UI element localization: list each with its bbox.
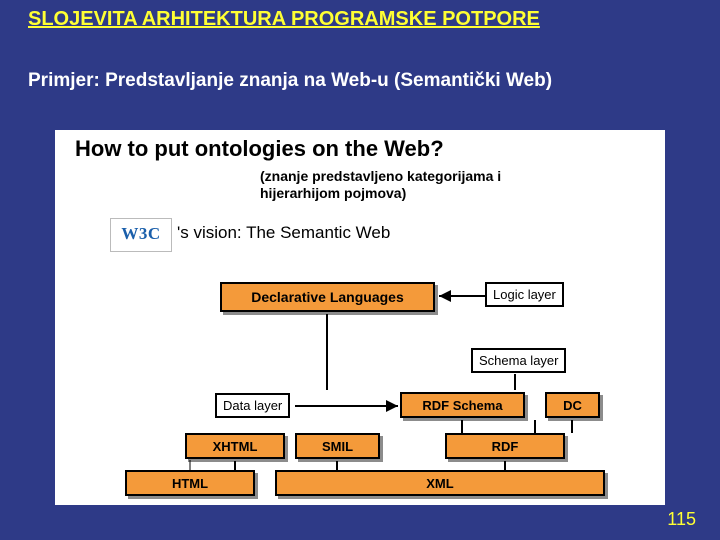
slide-title: SLOJEVITA ARHITEKTURA PROGRAMSKE POTPORE [28,8,540,31]
label-data-layer: Data layer [215,393,290,418]
vision-text: 's vision: The Semantic Web [177,223,390,243]
panel-question: How to put ontologies on the Web? [75,136,444,162]
box-html: HTML [125,470,255,496]
box-xhtml: XHTML [185,433,285,459]
box-smil: SMIL [295,433,380,459]
slide-subtitle: Primjer: Predstavljanje znanja na Web-u … [28,70,680,92]
panel-note: (znanje predstavljeno kategorijama i hij… [260,168,560,202]
w3c-logo: W3C [110,218,172,252]
label-logic-layer: Logic layer [485,282,564,307]
slide-number: 115 [667,509,696,530]
box-dc: DC [545,392,600,418]
box-xml: XML [275,470,605,496]
box-rdf-schema: RDF Schema [400,392,525,418]
box-declarative-languages: Declarative Languages [220,282,435,312]
diagram-panel: How to put ontologies on the Web? (znanj… [55,130,665,505]
label-schema-layer: Schema layer [471,348,566,373]
box-rdf: RDF [445,433,565,459]
